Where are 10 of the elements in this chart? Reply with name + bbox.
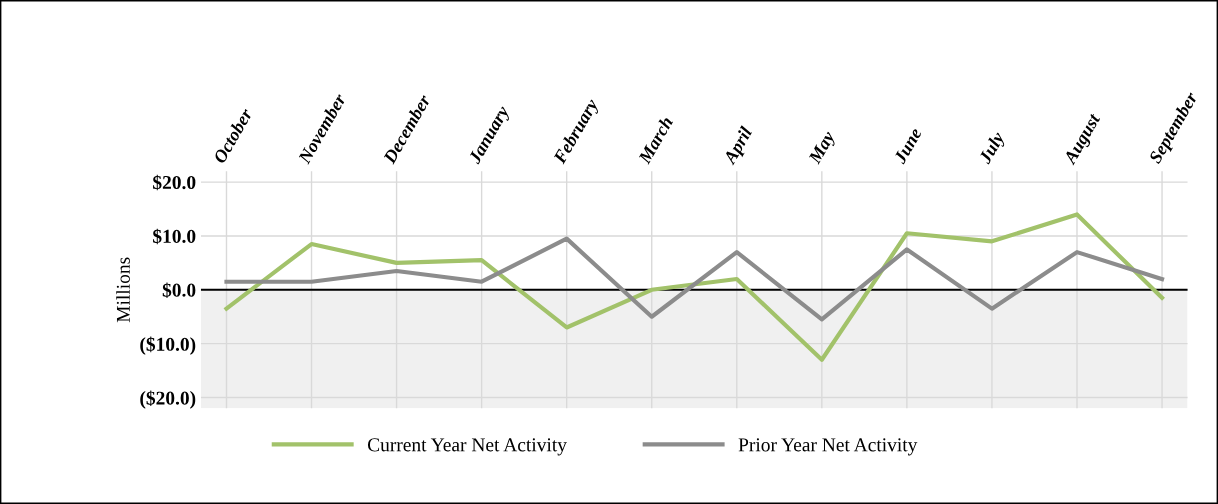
y-tick-label: ($20.0) <box>140 390 196 409</box>
y-tick-label: ($10.0) <box>140 336 196 355</box>
legend-label: Current Year Net Activity <box>367 438 567 456</box>
line-series <box>224 212 1165 362</box>
y-axis-title: Millions <box>116 257 130 323</box>
y-tick-label: $0.0 <box>162 282 196 299</box>
y-tick-label: $10.0 <box>153 228 196 245</box>
line-series <box>224 236 1165 322</box>
y-tick-label: $20.0 <box>153 174 196 191</box>
legend-label: Prior Year Net Activity <box>738 438 918 456</box>
